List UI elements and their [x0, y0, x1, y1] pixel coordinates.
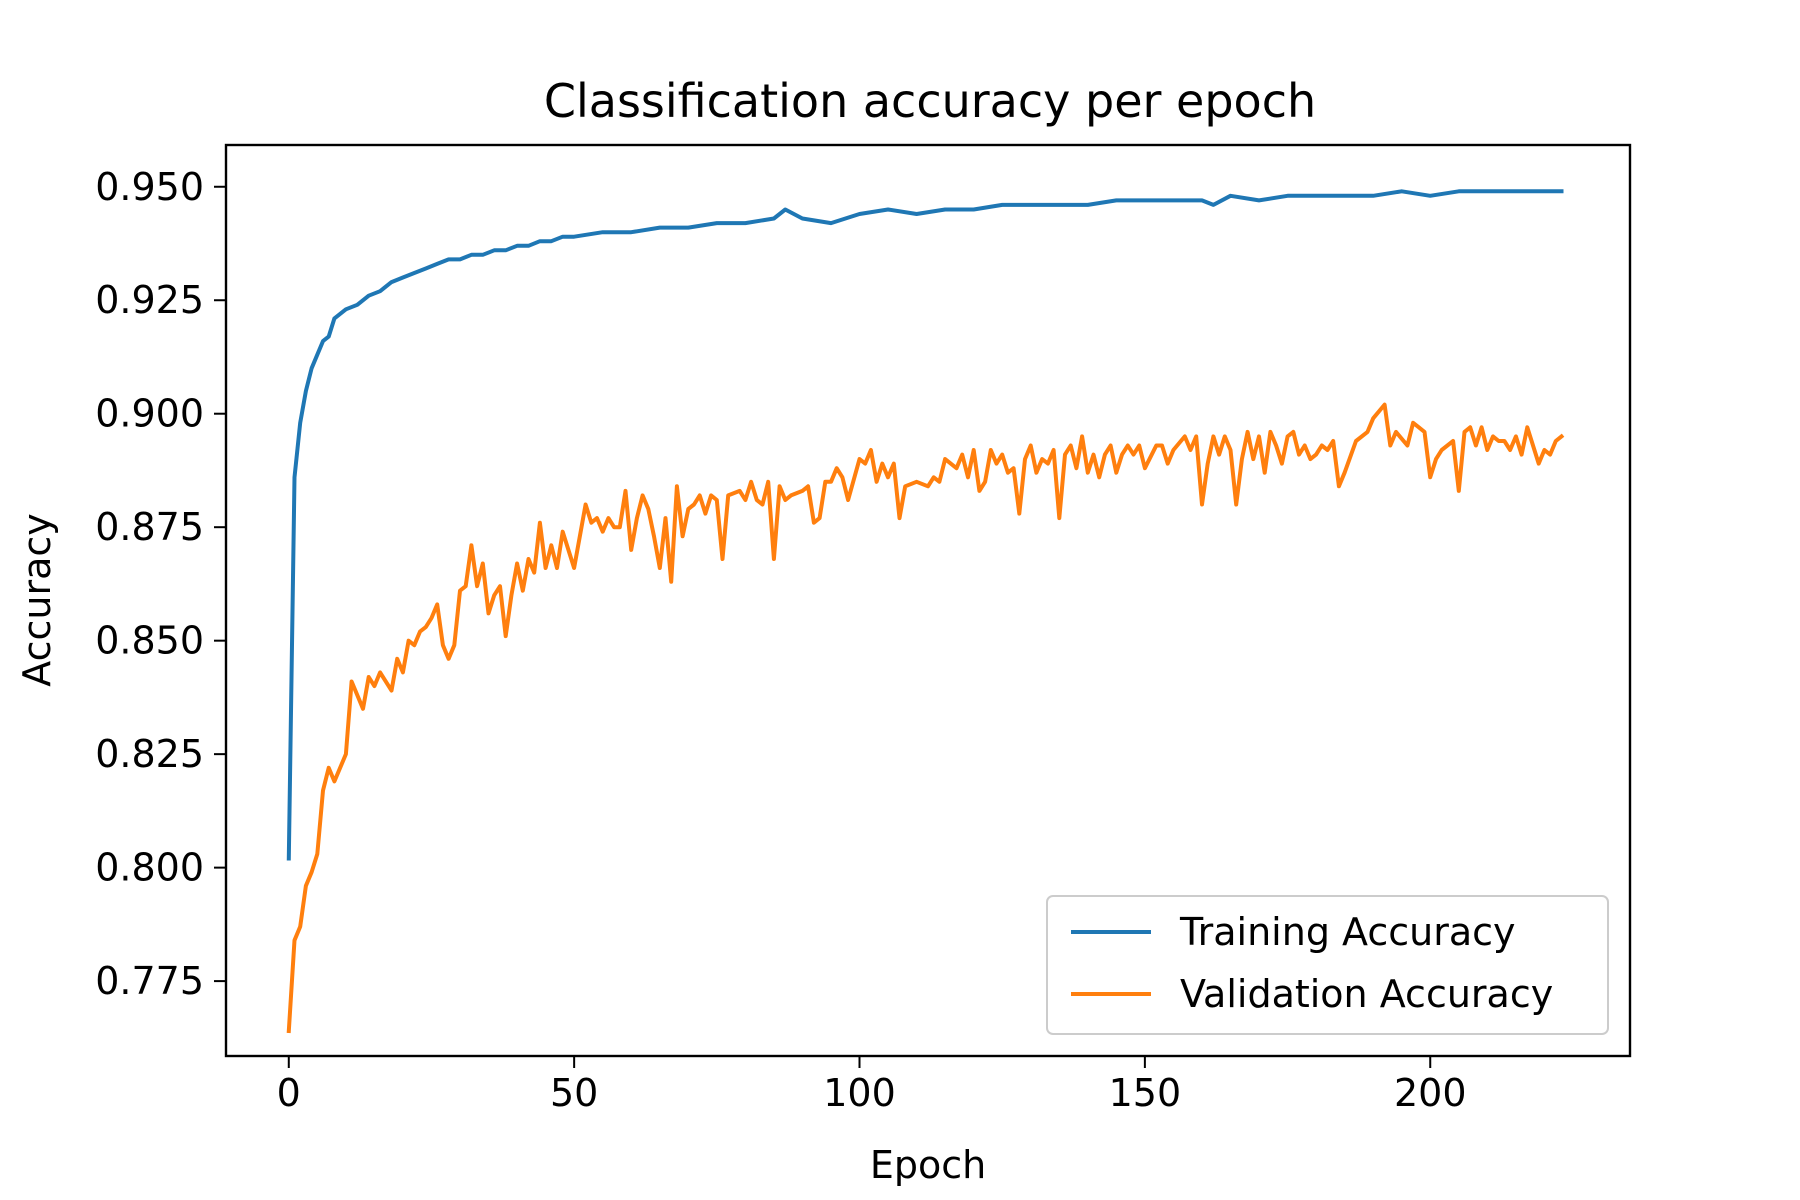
y-tick-label: 0.925: [95, 278, 204, 322]
legend-box: [1046, 895, 1609, 1035]
x-tick-label: 50: [550, 1071, 598, 1115]
legend: Training Accuracy Validation Accuracy: [1046, 895, 1609, 1035]
y-tick-label: 0.800: [95, 846, 204, 890]
x-axis-label: Epoch: [870, 1143, 986, 1187]
y-tick-label: 0.775: [95, 959, 204, 1003]
y-tick-label: 0.875: [95, 505, 204, 549]
x-tick-label: 0: [277, 1071, 301, 1115]
legend-label-training: Training Accuracy: [1179, 910, 1516, 954]
x-tick-label: 100: [823, 1071, 896, 1115]
x-tick-label: 200: [1394, 1071, 1467, 1115]
y-tick-label: 0.850: [95, 619, 204, 663]
plot-lines: [286, 189, 1565, 1034]
series-line-training: [286, 189, 1564, 861]
x-axis-ticks: 0 50 100 150 200: [277, 1056, 1467, 1115]
y-axis-ticks: 0.775 0.800 0.825 0.850 0.875 0.900 0.925 0.950: [95, 165, 226, 1003]
y-axis-label: Accuracy: [15, 513, 59, 687]
chart-title: Classification accuracy per epoch: [544, 74, 1316, 128]
y-tick-label: 0.900: [95, 392, 204, 436]
legend-label-validation: Validation Accuracy: [1180, 972, 1553, 1016]
series-line-validation: [286, 402, 1565, 1034]
y-tick-label: 0.950: [95, 165, 204, 209]
y-tick-label: 0.825: [95, 732, 204, 776]
plot-frame: [224, 143, 1632, 1058]
x-tick-label: 150: [1109, 1071, 1182, 1115]
